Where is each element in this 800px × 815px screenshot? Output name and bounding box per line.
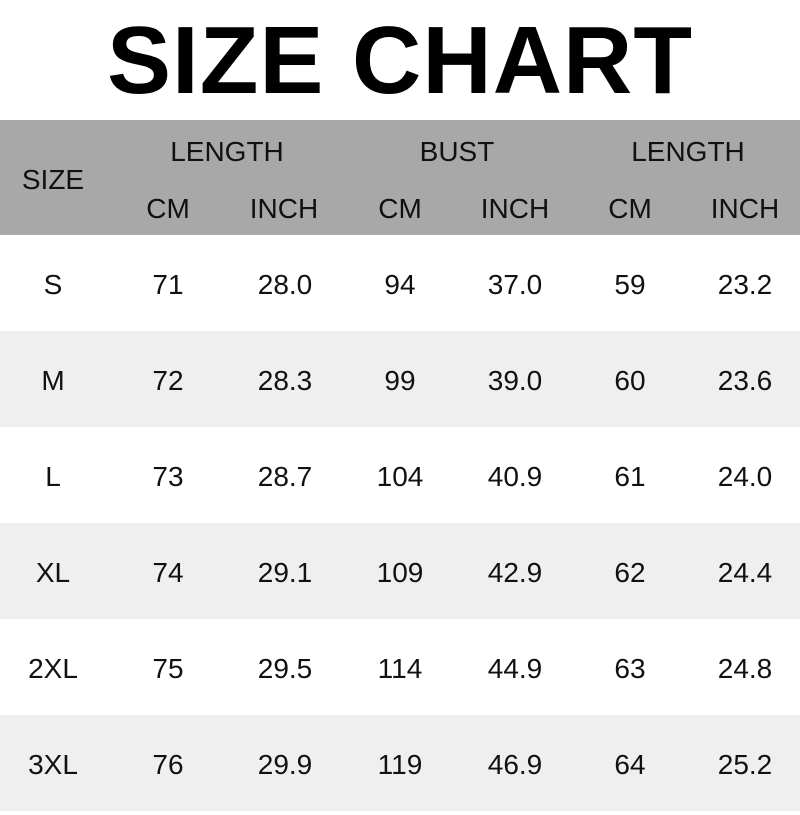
header-size: SIZE [21,164,85,195]
cell-length2-cm: 64 [614,749,646,780]
table-row: XL 74 29.1 109 42.9 62 24.4 [0,523,800,619]
cell-size: S [43,269,63,300]
cell-length-cm: 71 [152,269,184,300]
cell-bust-cm: 104 [376,461,424,492]
cell-length2-cm: 63 [614,653,646,684]
cell-length2-inch: 24.0 [717,461,773,492]
cell-length2-inch: 23.6 [717,365,773,396]
cell-length-inch: 29.1 [257,557,313,588]
cell-bust-cm: 109 [376,557,424,588]
header-group-bust: BUST [419,136,495,167]
cell-bust-inch: 42.9 [487,557,543,588]
cell-bust-cm: 119 [377,749,423,780]
cell-length-inch: 29.5 [257,653,313,684]
cell-length-inch: 28.3 [257,365,313,396]
cell-length2-inch: 25.2 [717,749,773,780]
cell-bust-inch: 37.0 [487,269,543,300]
cell-bust-inch: 44.9 [487,653,543,684]
cell-length-inch: 28.7 [257,461,313,492]
header-unit-inch: INCH [710,193,780,224]
cell-length-inch: 29.9 [257,749,313,780]
cell-length-cm: 76 [152,749,184,780]
header-unit-inch: INCH [480,193,550,224]
cell-length-cm: 73 [152,461,184,492]
header-unit-inch: INCH [249,193,319,224]
cell-size: 3XL [28,749,78,780]
cell-length2-cm: 61 [614,461,646,492]
cell-bust-inch: 39.0 [487,365,543,396]
cell-size: XL [35,557,71,588]
cell-length-cm: 75 [152,653,184,684]
table-row: M 72 28.3 99 39.0 60 23.6 [0,331,800,427]
cell-bust-cm: 114 [377,653,423,684]
cell-length2-inch: 24.8 [717,653,773,684]
cell-length-cm: 72 [152,365,184,396]
header-unit-cm: CM [608,193,652,224]
cell-length-inch: 28.0 [257,269,313,300]
table-row: S 71 28.0 94 37.0 59 23.2 [0,235,800,331]
header-unit-cm: CM [146,193,190,224]
table-body: S 71 28.0 94 37.0 59 23.2 M 72 28.3 99 39.0 60 23.6 L 7… [0,235,800,811]
cell-bust-cm: 99 [384,365,416,396]
cell-bust-inch: 46.9 [487,749,543,780]
header-group-length-2: LENGTH [631,136,745,167]
table-row: 2XL 75 29.5 114 44.9 63 24.8 [0,619,800,715]
cell-length2-inch: 24.4 [717,557,773,588]
page-title: SIZE CHART [107,7,693,114]
cell-length2-cm: 60 [614,365,646,396]
cell-length2-cm: 62 [614,557,646,588]
cell-length2-inch: 23.2 [717,269,773,300]
table-row: L 73 28.7 104 40.9 61 24.0 [0,427,800,523]
cell-length2-cm: 59 [614,269,646,300]
header-group-length: LENGTH [170,136,284,167]
cell-size: L [45,461,61,492]
cell-size: M [41,365,65,396]
cell-length-cm: 74 [152,557,184,588]
table-header: SIZE LENGTH BUST LENGTH CM INCH CM INCH … [0,120,800,235]
cell-bust-cm: 94 [384,269,416,300]
header-unit-cm: CM [378,193,422,224]
cell-bust-inch: 40.9 [487,461,543,492]
cell-size: 2XL [28,653,78,684]
table-row: 3XL 76 29.9 119 46.9 64 25.2 [0,715,800,811]
